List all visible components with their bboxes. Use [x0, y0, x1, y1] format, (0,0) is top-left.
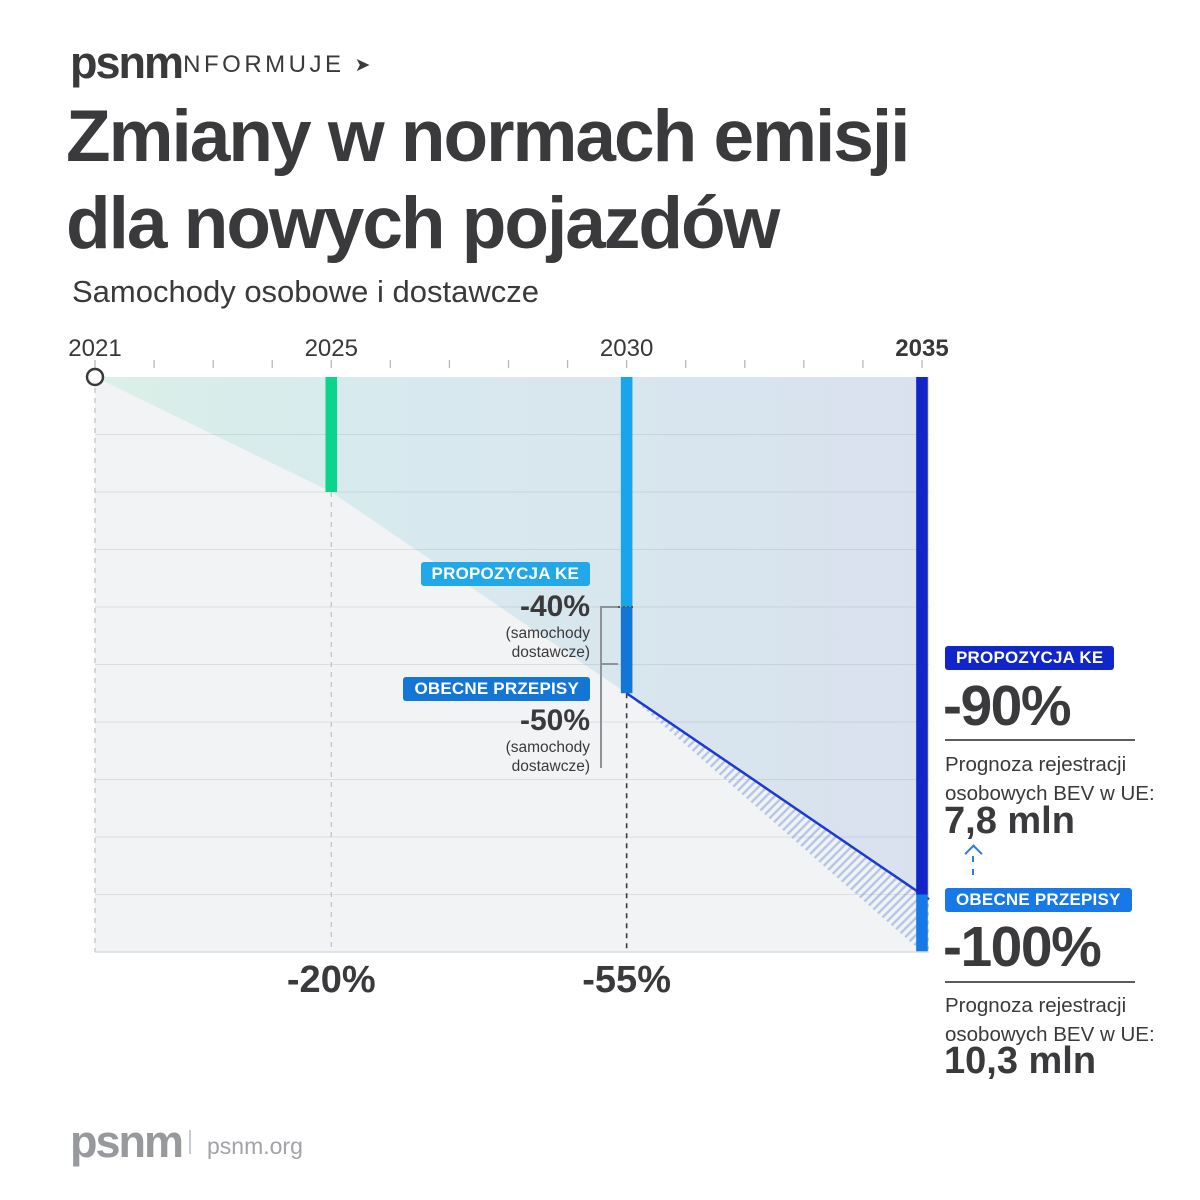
x-value-label-2030: -55% — [582, 959, 671, 1001]
arrow-right-icon: ➤ — [354, 54, 371, 76]
footer-separator — [189, 1130, 191, 1154]
panel-current-badge: OBECNE PRZEPISY — [945, 888, 1132, 912]
year-label-2025: 2025 — [304, 335, 358, 362]
x-value-labels: -20% -55% — [95, 959, 929, 1009]
footer-site-url: psnm.org — [207, 1133, 303, 1159]
up-arrow-icon — [964, 844, 983, 875]
page-title-line1: Zmiany w normach emisji — [66, 96, 910, 177]
proposal-line — [625, 692, 930, 901]
year-label-2030: 2030 — [599, 335, 654, 362]
bracket-tick-40 — [600, 606, 618, 608]
start-point-marker — [85, 367, 105, 387]
bar-2030 — [620, 607, 633, 694]
page-title-line2: dla nowych pojazdów — [66, 182, 780, 264]
panel-proposal-badge: PROPOZYCJA KE — [945, 646, 1115, 670]
psnm-logo: psnm — [70, 37, 184, 88]
bar-2035 — [916, 894, 928, 952]
proposal-area — [95, 377, 929, 900]
kicker-row: INFORMUJE ➤ — [173, 51, 370, 79]
panel-proposal-value: -90% — [943, 674, 1072, 738]
vans-proposal-badge: PROPOZYCJA KE — [420, 562, 590, 586]
vans-current-badge: OBECNE PRZEPISY — [403, 677, 590, 701]
bracket-dotted-40 — [618, 606, 633, 608]
bar-2025 — [325, 377, 338, 492]
vans-proposal-note: (samochody dostawcze) — [505, 625, 590, 662]
panel-proposal-rule — [945, 739, 1135, 741]
current-rules-hatch-wedge — [626, 693, 929, 952]
vans-current-note: (samochody dostawcze) — [505, 739, 590, 776]
page-title: Zmiany w normach emisji dla nowych pojaz… — [66, 94, 910, 268]
x-value-label-2025: -20% — [286, 959, 376, 1001]
panel-current-desc: Prognoza rejestracji osobowych BEV w UE: — [945, 994, 1155, 1047]
panel-proposal-forecast: 7,8 mln — [944, 800, 1075, 842]
timeline-year-labels: 2021 2025 2030 2035 — [68, 335, 948, 362]
footer-psnm-logo: psnm — [70, 1116, 184, 1167]
bar-2035 — [916, 377, 928, 895]
bar-2030 — [620, 377, 633, 607]
vans-proposal-value: -40% — [519, 590, 590, 623]
year-label-2021: 2021 — [68, 335, 122, 362]
vans-current-value: -50% — [519, 704, 590, 737]
panel-current-forecast: 10,3 mln — [944, 1040, 1097, 1082]
panel-current-rule — [945, 981, 1135, 983]
kicker-label: INFORMUJE — [173, 51, 345, 78]
emissions-chart — [85, 360, 930, 953]
panel-current-value: -100% — [943, 915, 1102, 979]
panel-proposal-desc: Prognoza rejestracji osobowych BEV w UE: — [945, 753, 1155, 806]
year-label-2035: 2035 — [895, 335, 949, 362]
bracket-tick-50 — [600, 663, 618, 665]
page-subtitle: Samochody osobowe i dostawcze — [72, 274, 539, 309]
chart-canvas — [85, 360, 930, 953]
bracket-vertical — [600, 607, 602, 768]
